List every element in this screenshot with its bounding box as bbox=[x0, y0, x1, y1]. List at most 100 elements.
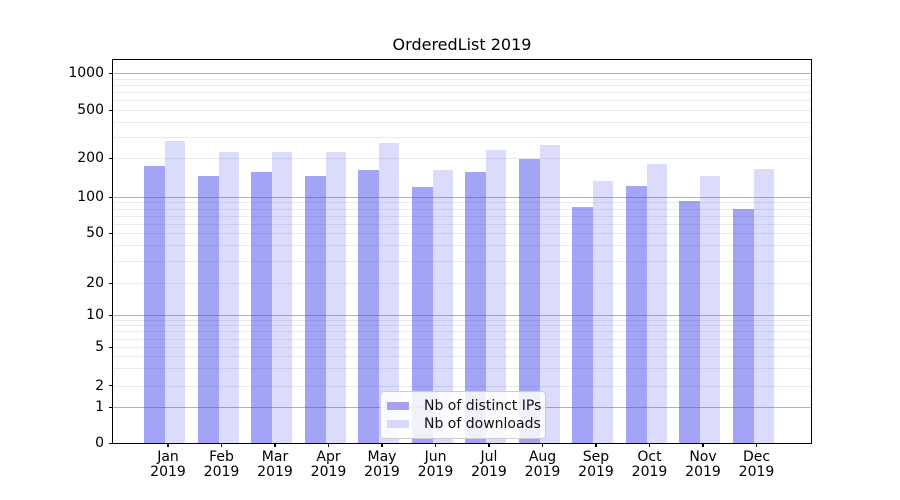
y-tick-label: 500 bbox=[77, 102, 104, 118]
y-tick-label: 5 bbox=[95, 339, 104, 355]
y-tick-mark bbox=[109, 196, 113, 198]
minor-gridline bbox=[113, 110, 811, 111]
bar-downloads bbox=[218, 152, 239, 443]
y-tick-label: 0 bbox=[95, 435, 104, 451]
x-tick-mark bbox=[381, 443, 383, 447]
x-tick-mark bbox=[434, 443, 437, 447]
y-tick-label: 10 bbox=[86, 307, 104, 323]
y-tick-mark bbox=[109, 72, 113, 74]
minor-gridline bbox=[113, 136, 811, 138]
x-tick-mark bbox=[274, 443, 276, 447]
minor-gridline bbox=[113, 215, 811, 217]
y-tick-mark bbox=[109, 282, 113, 284]
minor-gridline bbox=[113, 121, 811, 123]
major-gridline bbox=[113, 73, 811, 74]
bar-downloads bbox=[593, 180, 613, 443]
y-tick-mark bbox=[109, 109, 113, 111]
y-tick-mark bbox=[109, 346, 113, 348]
bar-downloads bbox=[700, 175, 720, 443]
x-tick-label: Mar 2019 bbox=[257, 449, 293, 480]
bar-distinct-ips bbox=[625, 186, 647, 443]
x-tick-label: Aug 2019 bbox=[524, 449, 561, 480]
legend-item-distinct-ips: Nb of distinct IPs bbox=[387, 397, 541, 415]
minor-gridline bbox=[113, 233, 811, 234]
minor-gridline bbox=[113, 92, 811, 94]
x-tick-label: May 2019 bbox=[364, 449, 400, 480]
x-tick-mark bbox=[541, 443, 544, 447]
y-tick-label: 20 bbox=[86, 275, 104, 291]
y-tick-label: 200 bbox=[77, 150, 104, 166]
minor-gridline bbox=[113, 223, 811, 225]
bar-distinct-ips bbox=[197, 175, 219, 443]
bar-distinct-ips bbox=[732, 208, 754, 443]
bar-distinct-ips bbox=[144, 165, 165, 443]
bar-downloads bbox=[325, 152, 346, 443]
major-gridline bbox=[113, 315, 811, 316]
x-tick-label: Dec 2019 bbox=[738, 449, 775, 480]
y-tick-mark bbox=[109, 314, 113, 316]
x-tick-label: Jun 2019 bbox=[417, 449, 454, 480]
y-tick-label: 50 bbox=[86, 225, 104, 241]
x-tick-label: Sep 2019 bbox=[578, 449, 614, 480]
bar-distinct-ips bbox=[304, 175, 326, 443]
bar-distinct-ips bbox=[572, 206, 593, 443]
y-tick-mark bbox=[109, 406, 113, 408]
y-tick-label: 1000 bbox=[68, 65, 104, 81]
minor-gridline bbox=[113, 325, 811, 327]
x-tick-mark bbox=[327, 443, 330, 447]
x-tick-mark bbox=[488, 443, 490, 447]
x-tick-label: Apr 2019 bbox=[310, 449, 347, 480]
x-tick-label: Jan 2019 bbox=[150, 449, 186, 480]
bar-distinct-ips bbox=[465, 171, 486, 443]
minor-gridline bbox=[113, 84, 811, 86]
minor-gridline bbox=[113, 385, 811, 387]
bar-downloads bbox=[432, 169, 453, 443]
bar-downloads bbox=[272, 151, 292, 443]
x-tick-mark bbox=[167, 443, 169, 447]
minor-gridline bbox=[113, 260, 811, 262]
y-tick-mark bbox=[109, 232, 113, 234]
bar-distinct-ips bbox=[358, 169, 379, 443]
minor-gridline bbox=[113, 331, 811, 333]
x-tick-label: Feb 2019 bbox=[203, 449, 240, 480]
legend-label-distinct-ips: Nb of distinct IPs bbox=[424, 398, 542, 414]
x-tick-mark bbox=[220, 443, 223, 447]
bar-downloads bbox=[646, 163, 667, 443]
bar-distinct-ips bbox=[251, 171, 272, 443]
legend-swatch-distinct-ips bbox=[387, 402, 409, 410]
minor-gridline bbox=[113, 356, 811, 358]
x-tick-label: Oct 2019 bbox=[631, 449, 668, 480]
legend: Nb of distinct IPs Nb of downloads bbox=[380, 391, 546, 439]
bar-distinct-ips bbox=[518, 158, 540, 443]
minor-gridline bbox=[113, 338, 811, 340]
chart-title: OrderedList 2019 bbox=[392, 35, 532, 54]
x-tick-label: Jul 2019 bbox=[471, 449, 507, 480]
y-tick-label: 1 bbox=[95, 399, 104, 415]
bar-downloads bbox=[539, 145, 560, 443]
minor-gridline bbox=[113, 368, 811, 370]
x-tick-label: Nov 2019 bbox=[685, 449, 721, 480]
y-tick-label: 100 bbox=[77, 189, 104, 205]
minor-gridline bbox=[113, 78, 811, 80]
minor-gridline bbox=[113, 245, 811, 247]
bar-downloads bbox=[486, 149, 506, 443]
minor-gridline bbox=[113, 158, 811, 159]
bar-distinct-ips bbox=[679, 201, 700, 443]
y-tick-label: 2 bbox=[95, 377, 104, 394]
bar-downloads bbox=[753, 169, 774, 443]
minor-gridline bbox=[113, 283, 811, 284]
x-tick-mark bbox=[755, 443, 758, 447]
legend-item-downloads: Nb of downloads bbox=[387, 415, 541, 433]
legend-label-downloads: Nb of downloads bbox=[424, 416, 541, 432]
x-tick-mark bbox=[702, 443, 704, 447]
legend-swatch-downloads bbox=[387, 420, 409, 428]
minor-gridline bbox=[113, 347, 811, 348]
minor-gridline bbox=[113, 202, 811, 204]
y-tick-mark bbox=[109, 442, 113, 444]
x-tick-mark bbox=[595, 443, 597, 447]
plot-area-border bbox=[112, 59, 812, 444]
y-tick-mark bbox=[109, 157, 113, 159]
major-gridline bbox=[113, 197, 811, 198]
